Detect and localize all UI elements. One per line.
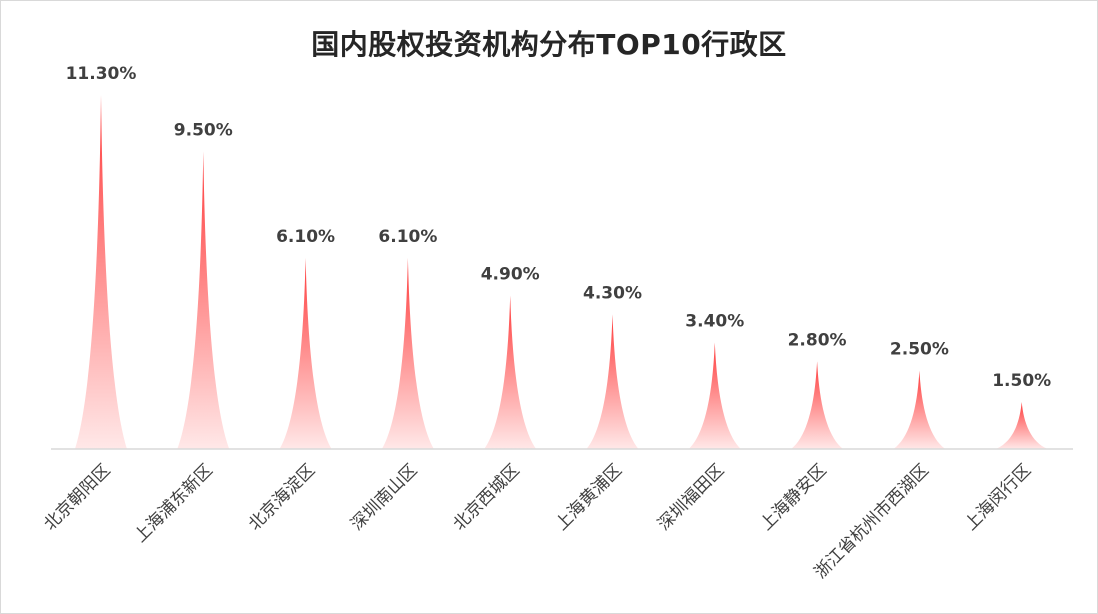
data-label: 3.40% [685, 311, 744, 331]
bar-peak [791, 361, 844, 449]
x-tick-label: 上海静安区 [756, 460, 830, 534]
x-tick-label: 上海浦东新区 [131, 460, 217, 546]
bar-peak [586, 314, 639, 449]
data-label: 4.90% [481, 264, 540, 284]
bar-peak [279, 257, 332, 449]
bar-peak [177, 151, 230, 449]
data-label: 6.10% [378, 227, 437, 247]
data-label: 2.80% [788, 330, 847, 350]
chart-title: 国内股权投资机构分布TOP10行政区 [311, 28, 787, 61]
data-label: 1.50% [992, 371, 1051, 391]
data-label: 2.50% [890, 340, 949, 360]
x-tick-label: 北京朝阳区 [40, 460, 114, 534]
bar-peak [893, 370, 946, 449]
data-label: 9.50% [174, 120, 233, 140]
x-tick-label: 浙江省杭州市西湖区 [811, 460, 933, 582]
bar-peak [688, 342, 741, 449]
bar-peak [381, 257, 434, 449]
bar-peak [75, 95, 127, 449]
bar-peak [484, 295, 537, 449]
x-tick-label: 深圳南山区 [347, 460, 421, 534]
x-tick-label: 北京海淀区 [245, 460, 319, 534]
x-tick-label: 北京西城区 [449, 460, 523, 534]
x-tick-label: 上海黄浦区 [552, 460, 626, 534]
data-label: 6.10% [276, 227, 335, 247]
x-tick-label: 上海闵行区 [961, 460, 1035, 534]
bar-peak [995, 402, 1048, 449]
data-label: 4.30% [583, 283, 642, 303]
x-tick-label: 深圳福田区 [654, 460, 728, 534]
data-label: 11.30% [66, 64, 137, 84]
